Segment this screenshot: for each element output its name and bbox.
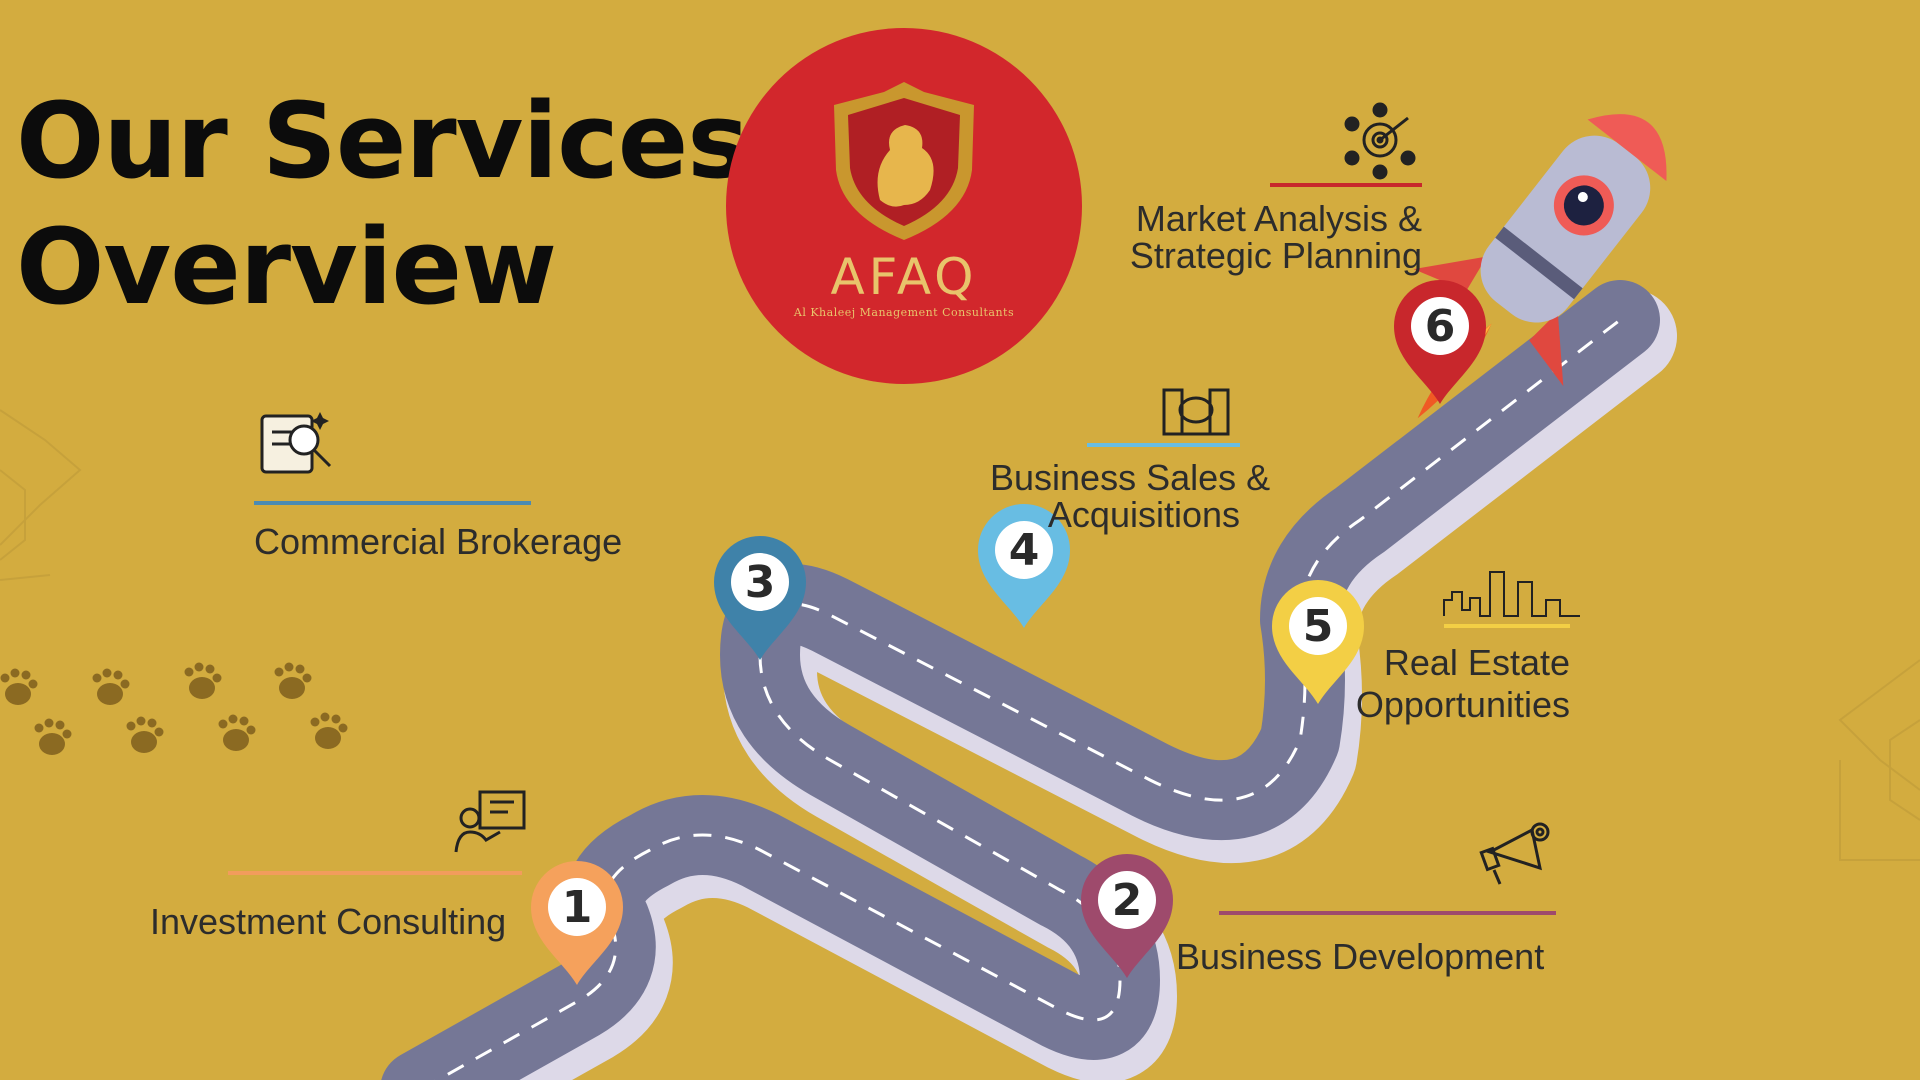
page-title: Our Services Overview: [16, 78, 749, 330]
decor-lines-right-icon: [1838, 659, 1920, 861]
map-pin-6-center: [1411, 297, 1469, 355]
service-4-label: Business Sales & Acquisitions: [990, 457, 1271, 535]
service-6-label-line-1: Market Analysis &: [1135, 198, 1422, 239]
map-pin-6-number: 6: [1425, 301, 1456, 352]
document-search-icon: [260, 412, 332, 474]
map-pin-4: 4: [978, 504, 1070, 628]
decor-lines-left-icon: [0, 409, 82, 581]
city-skyline-icon: [1443, 571, 1580, 617]
logo: [726, 28, 1082, 384]
map-pin-5: 5: [1272, 580, 1364, 704]
map-pin-3-center: [731, 553, 789, 611]
megaphone-gear-icon: [1479, 822, 1550, 885]
road: [381, 280, 1677, 1080]
handshake-buildings-icon: [1162, 388, 1230, 436]
service-6-label: Market Analysis & Strategic Planning: [1122, 200, 1422, 274]
map-pin-4-number: 4: [1009, 525, 1040, 576]
map-pin-3: 3: [714, 536, 806, 660]
service-2-label: Business Development: [1176, 938, 1544, 975]
service-5-label: Real Estate Opportunities: [1320, 642, 1570, 726]
map-pin-4-center: [995, 521, 1053, 579]
map-pin-2-number: 2: [1112, 875, 1143, 926]
service-4-label-line-2: Acquisitions: [1047, 494, 1240, 535]
presentation-icon: [454, 790, 526, 853]
service-1-label: Investment Consulting: [150, 903, 506, 940]
map-pin-3-number: 3: [745, 557, 776, 608]
road-center-dashes: [434, 318, 1621, 1080]
paw-prints-icon: [0, 662, 348, 755]
logo-name: AFAQ: [830, 248, 978, 306]
map-pin-6: 6: [1394, 280, 1486, 404]
service-1-label-line-1: Investment Consulting: [150, 901, 507, 942]
service-5-label-line-1: Real Estate: [1383, 642, 1570, 683]
title-line-2: Overview: [16, 206, 557, 328]
service-5-label-line-2: Opportunities: [1355, 684, 1570, 725]
map-pin-1-center: [548, 878, 606, 936]
map-pin-2: 2: [1081, 854, 1173, 978]
title-line-1: Our Services: [16, 80, 749, 202]
map-pin-5-center: [1289, 597, 1347, 655]
map-pin-1: 1: [531, 861, 623, 985]
service-6-label-line-2: Strategic Planning: [1129, 235, 1422, 276]
service-3-label-line-1: Commercial Brokerage: [254, 521, 623, 562]
map-pin-5-number: 5: [1303, 601, 1334, 652]
service-2-label-line-1: Business Development: [1176, 936, 1545, 977]
map-pin-1-number: 1: [562, 882, 593, 933]
service-3-label: Commercial Brokerage: [254, 523, 622, 560]
logo-subtitle: Al Khaleej Management Consultants: [793, 306, 1015, 319]
map-pin-2-center: [1098, 871, 1156, 929]
lion-shield-icon: [834, 82, 974, 240]
target-team-icon: [1344, 102, 1416, 180]
service-4-label-line-1: Business Sales &: [990, 457, 1271, 498]
